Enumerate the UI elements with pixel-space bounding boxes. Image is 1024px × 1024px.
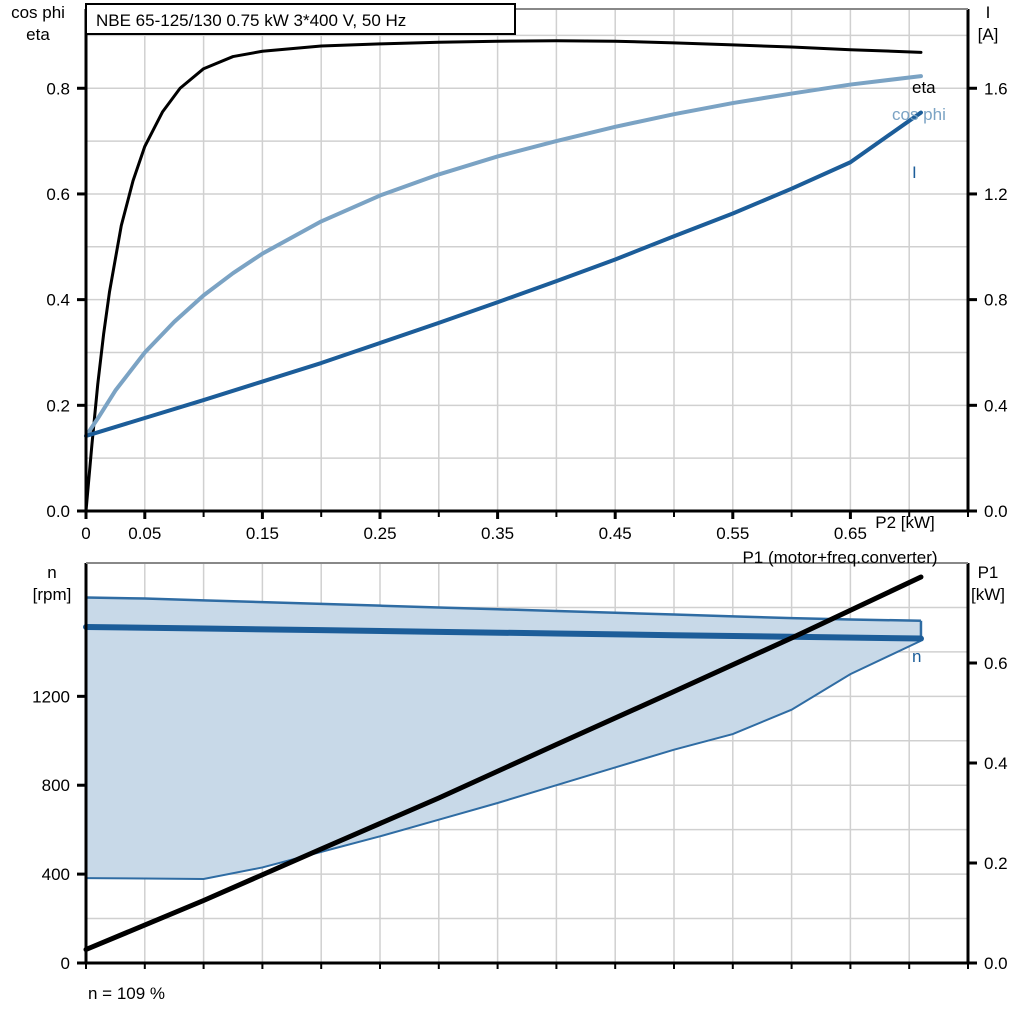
curve-i [84,110,923,438]
y-tick-label-right: 0.8 [984,291,1008,310]
x-tick-label: 0.45 [599,524,632,543]
y-tick-label-left: 0.0 [46,502,70,521]
top-left-axis-title-line1: cos phi [11,3,65,22]
top-chart-curves [84,39,923,513]
bottom-left-axis-title-line1: n [47,563,56,582]
x-tick-label: 0.35 [481,524,514,543]
chart-title: NBE 65-125/130 0.75 kW 3*400 V, 50 Hz [96,11,406,30]
x-tick-label: 0.05 [128,524,161,543]
bottom-chart-ticks [77,661,977,969]
top-chart-gridlines [86,9,968,511]
y-tick-label-left: 0 [61,954,70,973]
curve-label-current: I [912,163,917,182]
curve-label-eta: eta [912,78,936,97]
top-right-axis-title-line1: I [986,3,991,22]
y-tick-label-right: 0.6 [984,654,1008,673]
y-tick-label-left: 800 [42,776,70,795]
footer-note: n = 109 % [88,984,165,1003]
speed-range-area [86,597,921,879]
y-tick-label-left: 0.4 [46,291,70,310]
y-tick-label-left: 0.6 [46,185,70,204]
curve-cos-phi [84,74,923,438]
y-tick-label-right: 1.6 [984,79,1008,98]
top-chart: 0 0.05 0.15 0.25 0.35 0.45 0.55 0.65 0.0 0.2 0.4 0.… [11,3,1008,543]
curve-p1-motor-freq-converter- [83,574,924,952]
top-left-axis-title-line2: eta [26,25,50,44]
y-tick-label-right: 0.4 [984,754,1008,773]
curve-label-n: n [912,647,921,666]
y-tick-label-right: 1.2 [984,185,1008,204]
curve-label-p1: P1 (motor+freq.converter) [742,548,937,567]
top-x-axis-title: P2 [kW] [875,513,935,532]
x-tick-label: 0.65 [834,524,867,543]
y-tick-label-left: 400 [42,865,70,884]
bottom-right-axis-title-line2: [kW] [971,585,1005,604]
x-tick-label: 0 [81,524,90,543]
speed-range-upper-edge [85,596,921,623]
y-tick-label-left: 1200 [32,687,70,706]
x-tick-label: 0.55 [716,524,749,543]
y-tick-label-left: 0.2 [46,396,70,415]
y-tick-label-right: 0.2 [984,854,1008,873]
y-tick-label-right: 0.0 [984,954,1008,973]
x-tick-label: 0.25 [363,524,396,543]
bottom-right-axis-title-line1: P1 [978,563,999,582]
curve-label-cos-phi: cos phi [892,105,946,124]
top-chart-ticks [77,86,977,519]
x-tick-label: 0.15 [246,524,279,543]
top-chart-tick-labels: 0 0.05 0.15 0.25 0.35 0.45 0.55 0.65 0.0 0.2 0.4 0.… [46,79,1007,543]
y-tick-label-left: 0.8 [46,79,70,98]
y-tick-label-right: 0.0 [984,502,1008,521]
bottom-chart-tick-labels: 0 400 800 1200 0.0 0.2 0.4 0.6 [32,654,1007,973]
top-right-axis-title-line2: [A] [978,25,999,44]
speed-range-lower-edge [85,639,922,881]
y-tick-label-right: 0.4 [984,396,1008,415]
bottom-left-axis-title-line2: [rpm] [33,585,72,604]
curve-n [83,624,924,642]
curve-eta [84,39,923,513]
title-box [85,3,516,35]
bottom-chart-curves [83,574,924,952]
